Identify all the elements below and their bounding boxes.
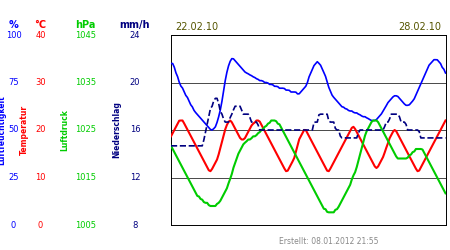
Text: 1025: 1025 [75,126,96,134]
Text: 0: 0 [38,220,43,230]
Text: 20: 20 [130,78,140,87]
Text: 12: 12 [130,173,140,182]
Text: 25: 25 [8,173,19,182]
Text: 20: 20 [35,126,46,134]
Text: 100: 100 [5,30,22,40]
Text: 16: 16 [130,126,140,134]
Text: 40: 40 [35,30,46,40]
Text: °C: °C [35,20,46,30]
Text: Temperatur: Temperatur [20,105,29,155]
Text: 0: 0 [11,220,16,230]
Text: Luftdruck: Luftdruck [61,109,70,151]
Text: hPa: hPa [75,20,96,30]
Text: 1035: 1035 [75,78,96,87]
Text: 75: 75 [8,78,19,87]
Text: 28.02.10: 28.02.10 [398,22,441,32]
Text: 1045: 1045 [75,30,96,40]
Text: 24: 24 [130,30,140,40]
Text: 8: 8 [132,220,138,230]
Text: 10: 10 [35,173,46,182]
Text: mm/h: mm/h [120,20,150,30]
Text: Niederschlag: Niederschlag [112,102,122,158]
Text: 30: 30 [35,78,46,87]
Text: 22.02.10: 22.02.10 [176,22,219,32]
Text: 1015: 1015 [75,173,96,182]
Text: 50: 50 [8,126,19,134]
Text: 1005: 1005 [75,220,96,230]
Text: Luftfeuchtigkeit: Luftfeuchtigkeit [0,95,7,165]
Text: %: % [9,20,18,30]
Text: Erstellt: 08.01.2012 21:55: Erstellt: 08.01.2012 21:55 [279,238,378,246]
